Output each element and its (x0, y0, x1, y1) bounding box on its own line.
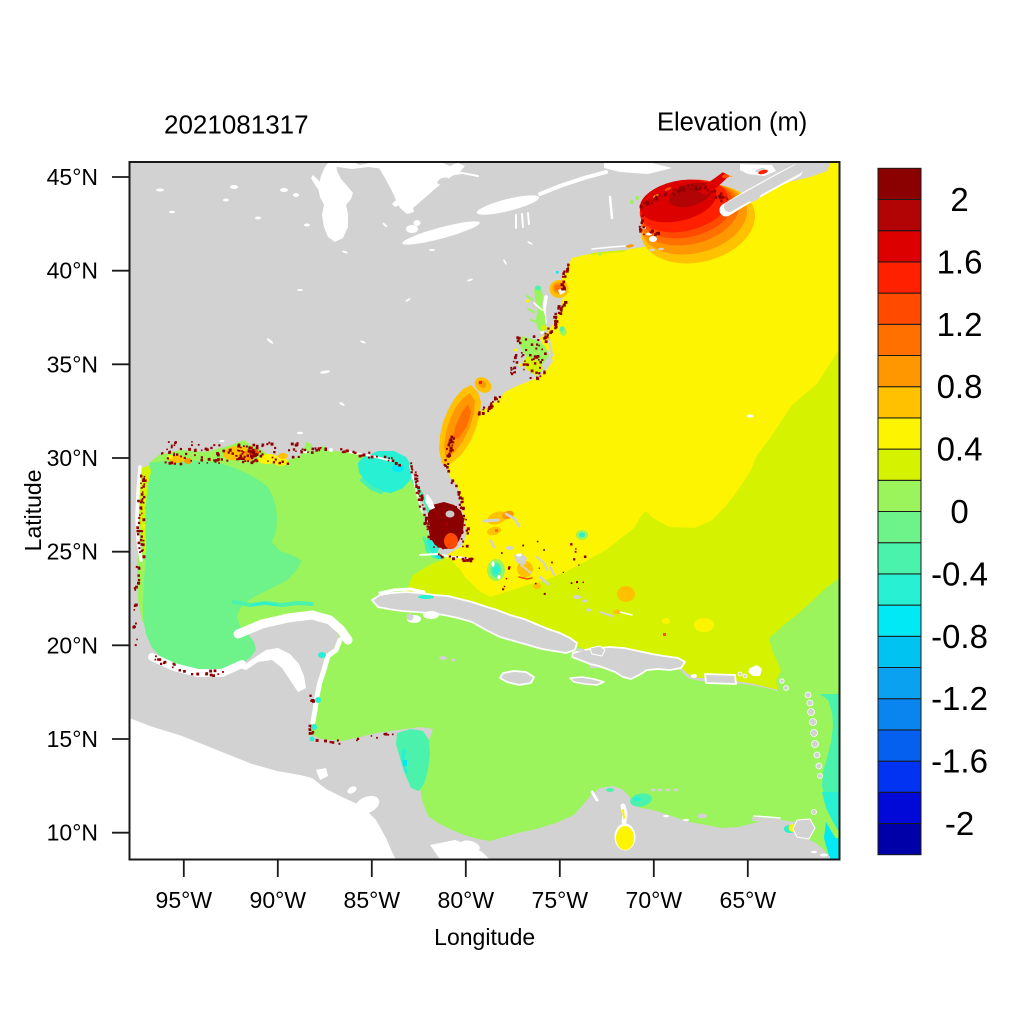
svg-text:1.2: 1.2 (937, 306, 983, 343)
svg-text:0.4: 0.4 (937, 431, 983, 468)
svg-text:-0.8: -0.8 (931, 618, 988, 655)
svg-text:25°N: 25°N (47, 539, 98, 565)
svg-text:-1.6: -1.6 (931, 743, 988, 780)
svg-text:-1.2: -1.2 (931, 680, 988, 717)
svg-text:-0.4: -0.4 (931, 555, 988, 592)
svg-text:1.6: 1.6 (937, 243, 983, 280)
svg-text:Longitude: Longitude (434, 924, 535, 950)
svg-text:10°N: 10°N (47, 820, 98, 846)
svg-text:30°N: 30°N (47, 445, 98, 471)
svg-text:70°W: 70°W (626, 887, 683, 913)
svg-text:15°N: 15°N (47, 726, 98, 752)
svg-text:65°W: 65°W (720, 887, 777, 913)
svg-text:80°W: 80°W (438, 887, 495, 913)
svg-text:90°W: 90°W (250, 887, 307, 913)
svg-text:Latitude: Latitude (20, 469, 46, 551)
svg-text:2021081317: 2021081317 (164, 110, 309, 140)
svg-text:85°W: 85°W (344, 887, 401, 913)
svg-text:-2: -2 (945, 805, 974, 842)
svg-text:40°N: 40°N (47, 258, 98, 284)
svg-text:Elevation (m): Elevation (m) (657, 109, 807, 137)
svg-text:75°W: 75°W (532, 887, 589, 913)
svg-text:0: 0 (950, 493, 968, 530)
svg-text:0.8: 0.8 (937, 368, 983, 405)
svg-text:35°N: 35°N (47, 351, 98, 377)
svg-text:45°N: 45°N (47, 164, 98, 190)
svg-text:2: 2 (950, 181, 968, 218)
svg-text:95°W: 95°W (156, 887, 213, 913)
svg-text:20°N: 20°N (47, 632, 98, 658)
